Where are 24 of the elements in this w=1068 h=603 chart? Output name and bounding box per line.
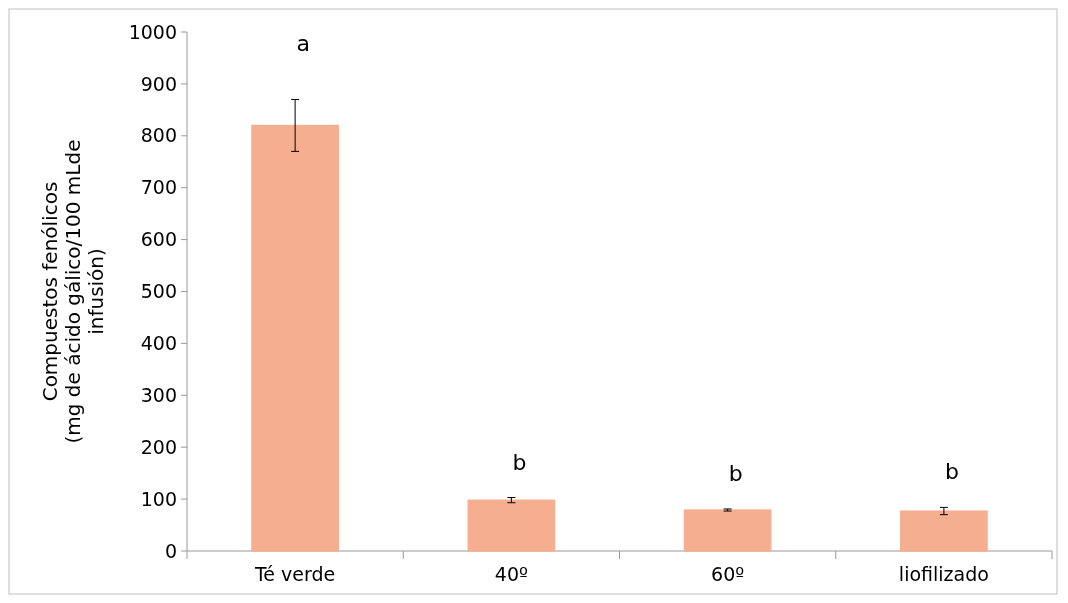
y-tick-label: 1000 xyxy=(128,20,177,43)
y-tick-label: 500 xyxy=(140,280,177,303)
annotation: b xyxy=(944,459,959,485)
annotation: b xyxy=(512,449,527,475)
y-tick-label: 200 xyxy=(140,435,177,458)
bar xyxy=(900,510,988,552)
y-tick-label: 700 xyxy=(140,176,177,199)
y-tick-label: 400 xyxy=(140,332,177,355)
x-tick-label: 60º xyxy=(711,563,745,585)
y-tick-label: 600 xyxy=(140,228,177,251)
x-tick-label: 40º xyxy=(494,563,528,585)
y-tick-label: 900 xyxy=(140,72,177,95)
annotation: b xyxy=(728,460,743,486)
y-tick-label: 100 xyxy=(140,487,177,510)
y-tick-label: 300 xyxy=(140,383,177,406)
bar xyxy=(683,509,772,552)
y-axis-title: Compuestos fenólicos (mg de ácido gálico/100 mLde infusión) xyxy=(38,139,108,444)
bar xyxy=(251,124,339,552)
x-tick-label: Té verde xyxy=(253,563,336,585)
y-tick-label: 800 xyxy=(140,124,177,147)
bar xyxy=(467,499,556,552)
x-tick-label: liofilizado xyxy=(898,563,989,585)
y-tick-label: 0 xyxy=(164,539,177,562)
annotation: a xyxy=(296,31,310,57)
